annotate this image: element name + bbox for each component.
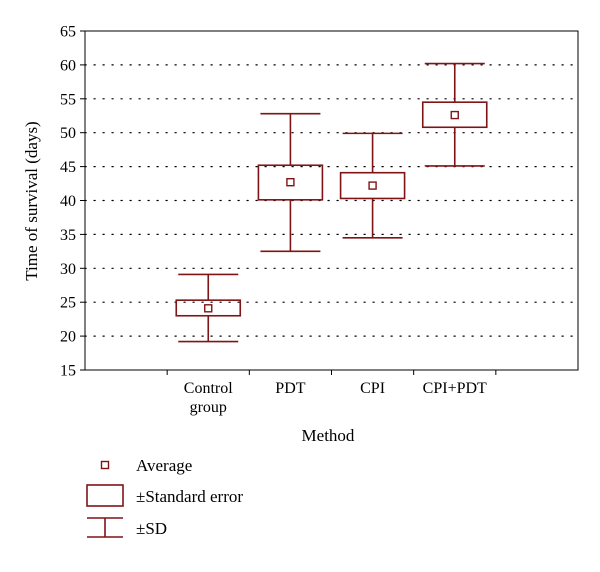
x-tick-label: Control [184, 380, 233, 397]
legend-label-average: Average [136, 456, 192, 475]
mean-marker [286, 177, 295, 187]
y-tick-label: 45 [60, 159, 76, 176]
mean-marker [204, 304, 213, 313]
legend-item-standard-error: ±Standard error [86, 484, 243, 507]
y-tick-label: 50 [60, 125, 76, 142]
boxes [175, 62, 488, 343]
y-tick-label: 25 [60, 295, 76, 312]
x-tick-label: group [190, 399, 227, 416]
mean-marker [450, 110, 459, 120]
y-axis-title: Time of survival (days) [22, 121, 41, 280]
y-tick-label: 20 [60, 329, 76, 346]
y-tick-label: 65 [60, 24, 76, 41]
plot-frame [84, 30, 579, 371]
y-axis: 15 20 25 30 35 40 45 50 55 60 65 [60, 24, 85, 380]
se-box [339, 171, 406, 200]
box-group [175, 273, 242, 343]
legend: Average ±Standard error ±SD [86, 456, 243, 538]
box-group [257, 112, 324, 253]
legend-mean-swatch [100, 460, 110, 470]
y-tick-label: 35 [60, 227, 76, 244]
x-axis: Control group PDT CPI CPI+PDT [166, 370, 497, 416]
x-tick-label: PDT [275, 380, 305, 397]
legend-label-sd: ±SD [136, 519, 167, 538]
y-tick-label: 55 [60, 91, 76, 108]
mean-marker [368, 181, 377, 190]
y-tick-label: 30 [60, 261, 76, 278]
y-tick-label: 60 [60, 57, 76, 74]
legend-item-average: Average [100, 456, 192, 475]
legend-box-swatch [86, 484, 124, 507]
y-tick-label: 15 [60, 363, 76, 380]
y-tick-label: 40 [60, 193, 76, 210]
x-tick-label: CPI [360, 380, 385, 397]
legend-item-sd: ±SD [87, 517, 167, 538]
se-box [175, 299, 242, 317]
x-axis-title: Method [302, 426, 355, 445]
legend-label-standard-error: ±Standard error [136, 487, 243, 506]
se-box [257, 164, 324, 201]
se-box [421, 101, 488, 129]
x-tick-label: CPI+PDT [423, 380, 487, 397]
gridlines [84, 64, 579, 337]
box-group [421, 62, 488, 167]
box-group [339, 132, 406, 239]
